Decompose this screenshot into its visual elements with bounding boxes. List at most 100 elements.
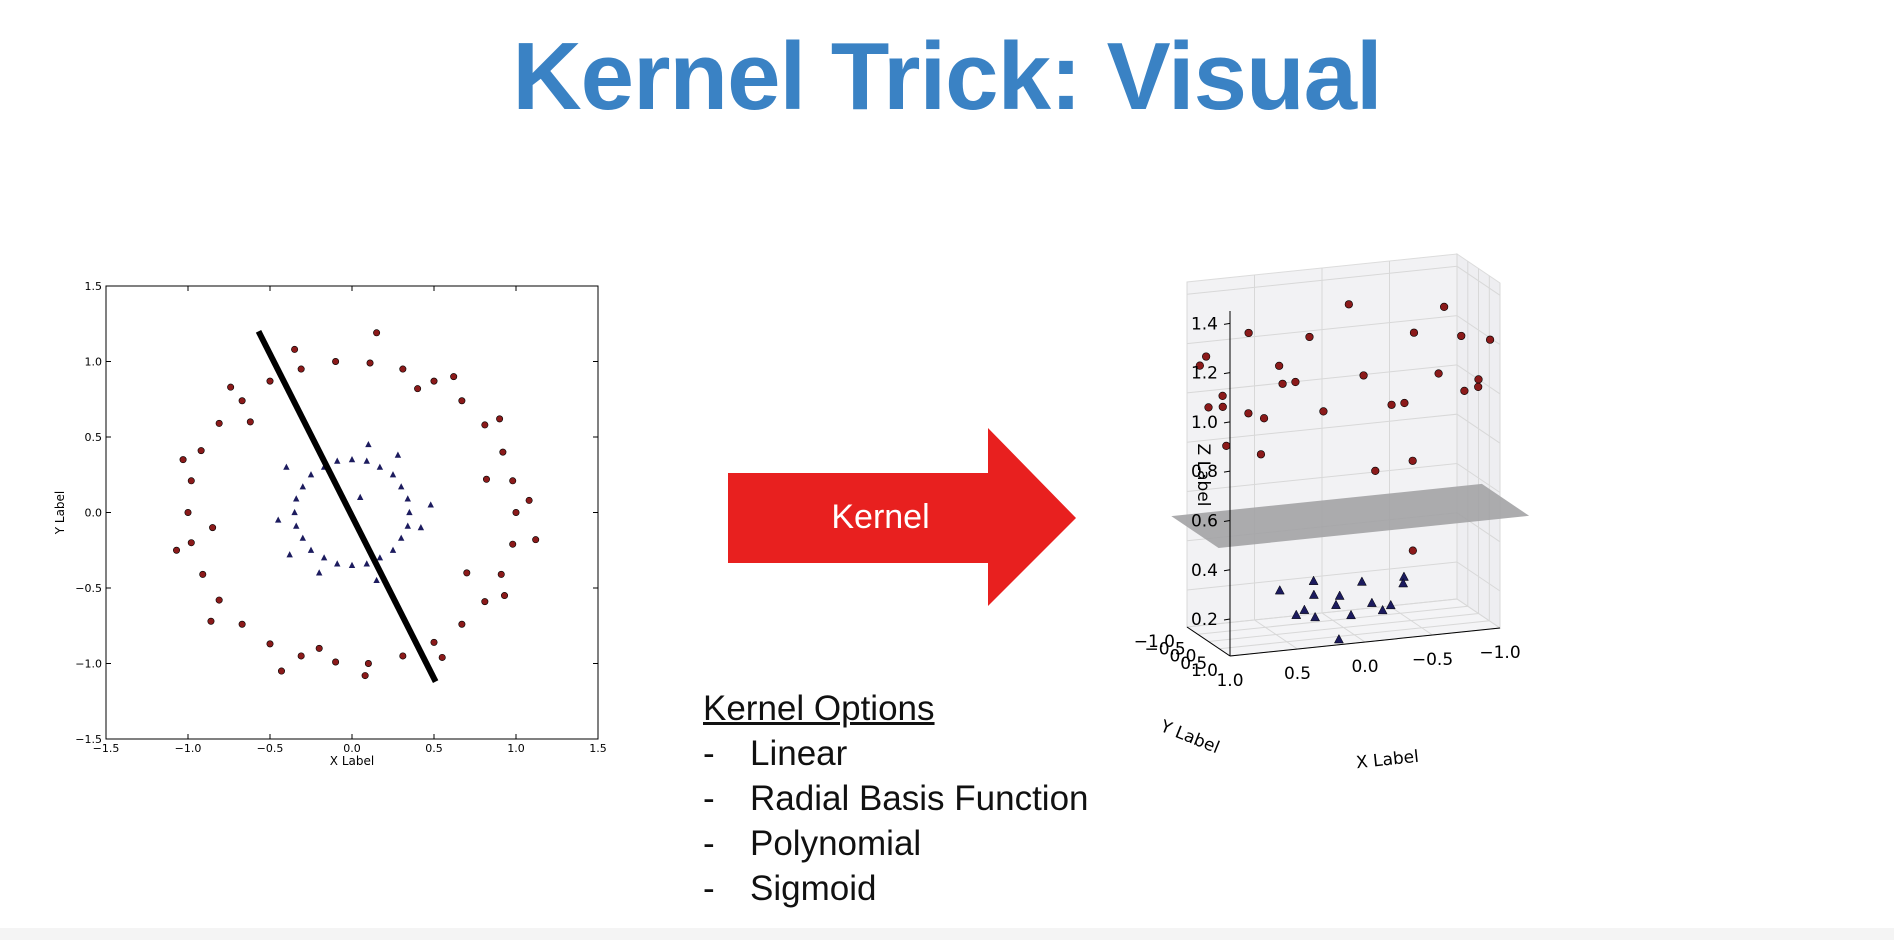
blue-triangle-point	[357, 493, 364, 500]
red-point	[496, 415, 504, 423]
blue-triangle-point	[1308, 589, 1319, 599]
y-grid-line	[1186, 254, 1458, 628]
bullet-dash: -	[703, 824, 715, 863]
separating-plane	[1171, 483, 1530, 548]
red-point	[1275, 361, 1284, 370]
blue-triangle-point	[363, 560, 370, 567]
red-point	[1408, 456, 1417, 465]
red-point	[1344, 300, 1353, 309]
red-point	[481, 421, 489, 429]
red-point	[499, 448, 507, 456]
blue-triangle-point	[1377, 604, 1388, 615]
blue-triangle-point	[389, 471, 397, 478]
red-point	[481, 598, 489, 606]
blue-triangle-point	[283, 463, 290, 470]
blue-triangle-point	[394, 451, 402, 458]
blue-triangle-point	[1310, 611, 1321, 622]
x-tick-label: 1.5	[589, 742, 607, 755]
bullet-dash: -	[703, 734, 715, 773]
bullet-dash: -	[703, 869, 715, 908]
kernel-option-linear: Linear	[750, 734, 848, 773]
red-point	[266, 377, 274, 385]
blue-triangle-point	[1291, 609, 1302, 619]
red-point	[497, 570, 505, 578]
y-tick-label: 0.5	[85, 431, 103, 444]
x-tick-label: 0.0	[343, 742, 361, 755]
red-point	[1387, 400, 1396, 409]
red-point	[297, 652, 305, 660]
red-point	[482, 475, 490, 483]
red-point	[366, 359, 374, 367]
red-point	[332, 358, 340, 366]
bullet-dash: -	[703, 779, 715, 818]
red-point	[277, 667, 285, 675]
red-point	[1202, 352, 1211, 361]
red-point	[532, 536, 540, 544]
z-tick-label: 1.4	[1191, 314, 1218, 334]
blue-triangle-point	[1299, 604, 1310, 614]
kernel-option-sigmoid: Sigmoid	[750, 869, 877, 908]
linear-separator-line	[255, 329, 439, 683]
z-tick-mark	[1223, 569, 1231, 572]
y-tick-label: −1.0	[1134, 632, 1175, 652]
red-point	[1460, 386, 1469, 395]
z-tick-mark	[1223, 519, 1231, 522]
red-point	[364, 659, 372, 667]
red-point	[1256, 450, 1266, 459]
red-point	[291, 345, 299, 353]
red-point	[501, 592, 509, 600]
z-tick-label: 0.6	[1191, 511, 1218, 531]
x-tick-label: 0.5	[1284, 664, 1311, 684]
blue-triangle-point	[293, 495, 300, 502]
red-point	[1485, 335, 1495, 344]
z-tick-label: 0.4	[1191, 561, 1218, 581]
kernel-option-item: - Radial Basis Function	[703, 776, 1089, 821]
blue-triangle-point	[286, 551, 293, 558]
kernel-option-item: - Polynomial	[703, 821, 1089, 866]
red-point	[209, 524, 217, 532]
y-tick-label: −0.5	[75, 582, 102, 595]
blue-triangle-point	[398, 534, 405, 541]
x-tick-label: −1.0	[1479, 643, 1520, 663]
y-tick-label: −1.0	[75, 658, 102, 671]
y-tick-label: 0.5	[1180, 654, 1207, 674]
kernel-option-item: - Linear	[703, 731, 1089, 776]
blue-triangle-point	[417, 524, 425, 531]
blue-triangle-point	[299, 483, 306, 490]
blue-triangle-point	[299, 534, 306, 541]
blue-triangle-point	[406, 508, 413, 516]
y-axis-line	[1186, 626, 1231, 657]
y-axis-label: Y Label	[1157, 716, 1223, 758]
x-tick-label: −0.5	[257, 742, 284, 755]
z-tick-mark	[1223, 372, 1231, 375]
z-tick-label: 0.2	[1191, 610, 1218, 630]
z-tick-mark	[1223, 618, 1231, 621]
y-grid-line	[1197, 261, 1469, 635]
z-tick-label: 0.8	[1191, 462, 1218, 482]
x-tick-label: 0.0	[1351, 657, 1378, 677]
blue-triangle-point	[1334, 590, 1345, 600]
red-point	[1244, 328, 1253, 338]
y-tick-label: −1.5	[75, 733, 102, 746]
blue-triangle-point	[1366, 597, 1377, 607]
y-tick-label: 1.5	[85, 280, 103, 293]
blue-triangle-point	[275, 516, 282, 523]
red-point	[430, 377, 438, 385]
red-point	[1222, 441, 1231, 450]
red-point	[1440, 302, 1449, 311]
red-point	[458, 620, 466, 628]
red-point	[199, 570, 207, 578]
red-point	[399, 652, 407, 660]
x-tick-label: −1.5	[93, 742, 120, 755]
blue-triangle-point	[427, 501, 434, 508]
kernel-option-rbf: Radial Basis Function	[750, 779, 1089, 818]
red-point	[197, 447, 205, 455]
blue-triangle-point	[365, 440, 372, 448]
red-point	[414, 385, 422, 393]
blue-triangle-point	[334, 457, 341, 464]
x-axis-line	[1229, 627, 1501, 657]
kernel-option-item: - Sigmoid	[703, 866, 1089, 911]
z-axis-label: Z Label	[1193, 444, 1213, 507]
red-point	[509, 540, 517, 548]
x-tick-label: 1.0	[1216, 671, 1243, 691]
